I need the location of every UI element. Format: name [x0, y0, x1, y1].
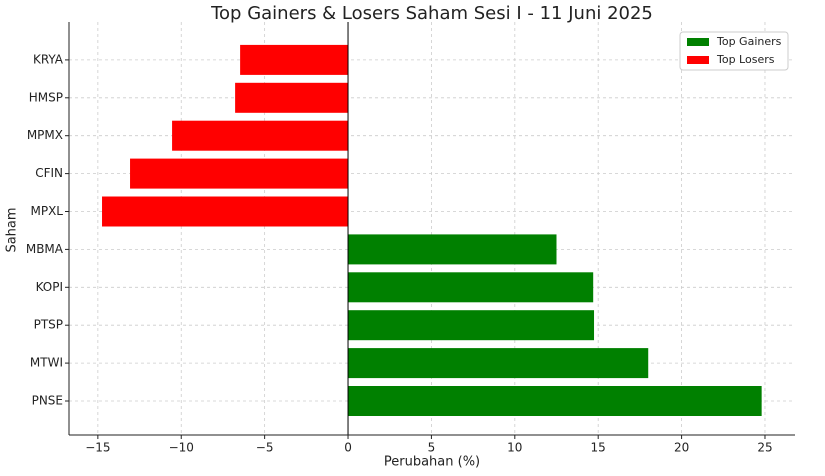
bar: [348, 272, 594, 303]
x-tick-label: 10: [507, 441, 522, 455]
bar: [172, 120, 349, 151]
x-axis-label: Perubahan (%): [384, 455, 480, 470]
y-tick-label: MBMA: [26, 242, 64, 256]
x-tick-label: 15: [591, 441, 606, 455]
bar: [240, 44, 349, 75]
x-tick-label: 0: [344, 441, 352, 455]
bar: [348, 234, 557, 265]
y-tick-label: MTWI: [30, 356, 63, 370]
x-tick-label: 25: [757, 441, 772, 455]
legend-swatch: [687, 56, 709, 64]
y-tick-label: MPMX: [27, 128, 63, 142]
legend-label: Top Losers: [716, 53, 775, 66]
bar: [130, 158, 349, 189]
bar: [348, 386, 762, 416]
legend-label: Top Gainers: [716, 35, 782, 48]
bar: [235, 82, 349, 113]
y-axis-label: Saham: [5, 207, 20, 252]
x-tick-label: −5: [256, 441, 274, 455]
x-tick-label: 5: [428, 441, 436, 455]
y-tick-label: PNSE: [32, 394, 63, 408]
bar: [102, 196, 349, 227]
x-tick-label: −15: [85, 441, 110, 455]
y-tick-label: CFIN: [35, 166, 63, 180]
y-tick-label: PTSP: [34, 318, 63, 332]
chart-title: Top Gainers & Losers Saham Sesi I - 11 J…: [210, 3, 653, 24]
y-tick-label: MPXL: [31, 204, 64, 218]
x-tick-label: −10: [169, 441, 194, 455]
y-tick-label: HMSP: [29, 90, 63, 104]
y-tick-label: KRYA: [33, 52, 64, 66]
bar: [348, 310, 595, 341]
x-tick-label: 20: [674, 441, 689, 455]
legend-swatch: [687, 38, 709, 46]
y-tick-label: KOPI: [36, 280, 63, 294]
bar: [348, 348, 649, 379]
